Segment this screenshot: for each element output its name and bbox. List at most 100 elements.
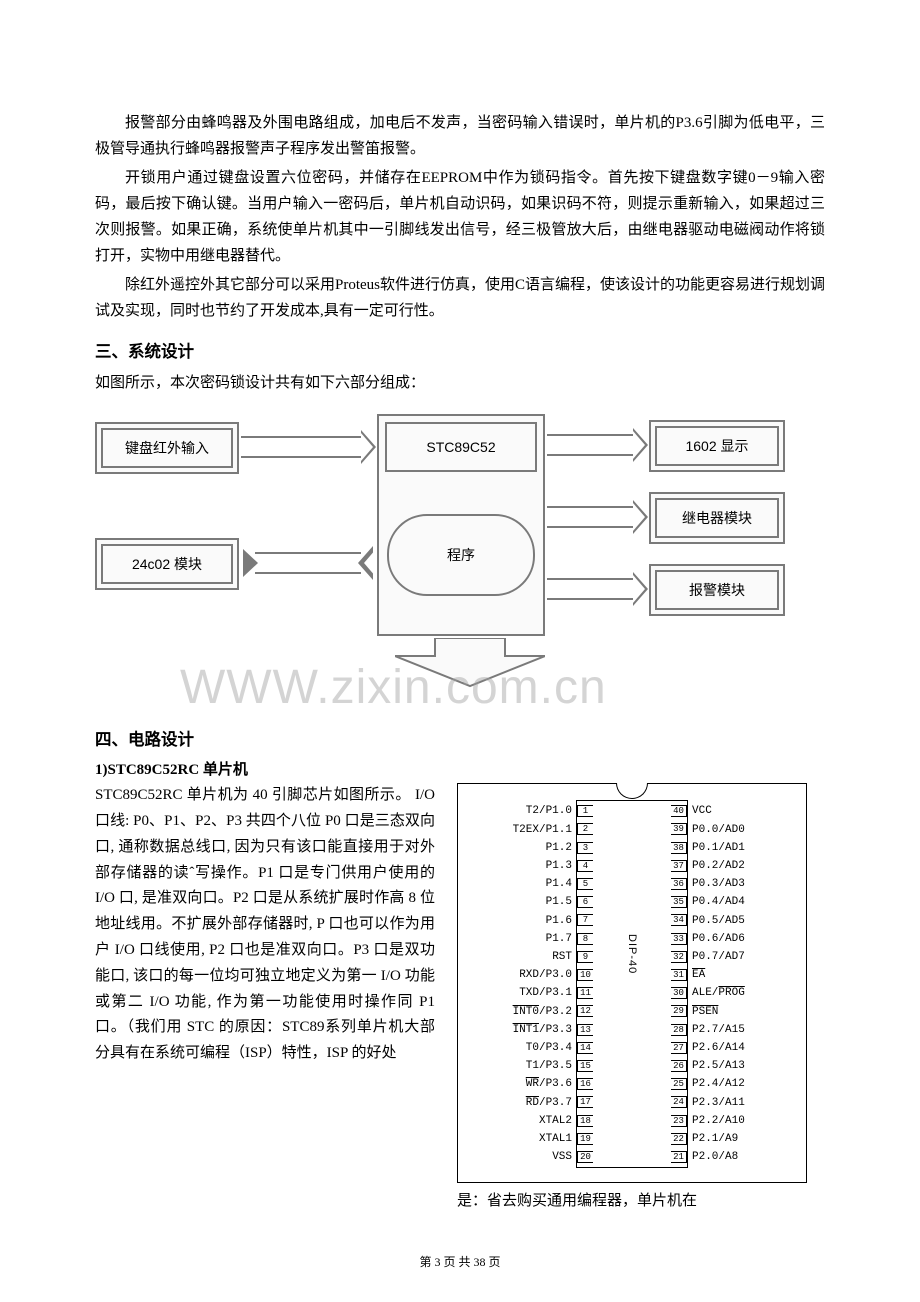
pin-label-right: P0.3/AD3 (692, 878, 745, 890)
pin-label-right: PSEN (692, 1006, 718, 1018)
pin-number-right: 30 (671, 987, 687, 999)
block-keyboard: 键盘红外输入 (101, 428, 233, 468)
block-lcd: 1602 显示 (655, 426, 779, 466)
pin-number-right: 28 (671, 1024, 687, 1036)
pin-label-right: EA (692, 969, 705, 981)
pin-label-left: XTAL2 (539, 1115, 572, 1127)
pin-row: TXD/P3.11130ALE/PROG (458, 984, 806, 1002)
heading-4: 四、电路设计 (95, 726, 825, 750)
pin-number-left: 20 (577, 1151, 593, 1163)
pin-label-left: T1/P3.5 (526, 1060, 572, 1072)
pin-label-left: T2EX/P1.1 (513, 824, 572, 836)
pin-label-left: INT1/P3.3 (513, 1024, 572, 1036)
pin-label-right: P2.4/A12 (692, 1078, 745, 1090)
pin-number-right: 23 (671, 1115, 687, 1127)
block-relay: 继电器模块 (655, 498, 779, 538)
pin-number-right: 37 (671, 860, 687, 872)
pin-label-left: RST (552, 951, 572, 963)
heading-3: 三、系统设计 (95, 338, 825, 362)
pin-number-left: 3 (577, 842, 593, 854)
pin-label-left: P1.2 (546, 842, 572, 854)
pin-label-right: P2.3/A11 (692, 1097, 745, 1109)
pin-number-left: 9 (577, 951, 593, 963)
pin-number-left: 13 (577, 1024, 593, 1036)
para-1: 报警部分由蜂鸣器及外围电路组成，加电后不发声，当密码输入错误时，单片机的P3.6… (95, 110, 825, 163)
pin-label-left: WR/P3.6 (526, 1078, 572, 1090)
pin-number-left: 19 (577, 1133, 593, 1145)
arrow-2 (255, 552, 361, 574)
pin-label-right: P2.1/A9 (692, 1133, 738, 1145)
pin-row: P1.6734P0.5/AD5 (458, 911, 806, 929)
pin-number-left: 8 (577, 933, 593, 945)
intro-3: 如图所示，本次密码锁设计共有如下六部分组成： (95, 370, 825, 396)
pin-label-right: P0.4/AD4 (692, 896, 745, 908)
arrow-5 (547, 578, 633, 600)
pin-number-right: 35 (671, 896, 687, 908)
pin-label-right: P0.1/AD1 (692, 842, 745, 854)
pin-row: RXD/P3.01031EA (458, 966, 806, 984)
pin-label-left: RD/P3.7 (526, 1097, 572, 1109)
pin-number-right: 31 (671, 969, 687, 981)
mcu-description-tail: 是：省去购买通用编程器，单片机在 (457, 1189, 825, 1215)
pin-label-right: P2.7/A15 (692, 1024, 745, 1036)
block-alarm: 报警模块 (655, 570, 779, 610)
pin-number-right: 32 (671, 951, 687, 963)
pin-number-right: 29 (671, 1005, 687, 1017)
pin-row: XTAL11922P2.1/A9 (458, 1130, 806, 1148)
pin-number-right: 24 (671, 1096, 687, 1108)
pin-number-right: 40 (671, 805, 687, 817)
pin-label-left: TXD/P3.1 (519, 987, 572, 999)
mcu-description: STC89C52RC 单片机为 40 引脚芯片如图所示。 I/O 口线: P0、… (95, 783, 435, 1183)
pin-number-left: 1 (577, 805, 593, 817)
pin-label-right: P0.5/AD5 (692, 915, 745, 927)
pin-number-left: 2 (577, 823, 593, 835)
pin-row: P1.7833P0.6/AD6 (458, 930, 806, 948)
pin-label-right: P2.6/A14 (692, 1042, 745, 1054)
pin-row: P1.5635P0.4/AD4 (458, 893, 806, 911)
para-3: 除红外遥控外其它部分可以采用Proteus软件进行仿真，使用C语言编程，使该设计… (95, 272, 825, 325)
pin-number-left: 14 (577, 1042, 593, 1054)
pin-number-left: 15 (577, 1060, 593, 1072)
pin-number-right: 34 (671, 914, 687, 926)
pin-number-right: 39 (671, 823, 687, 835)
pin-row: T1/P3.51526P2.5/A13 (458, 1057, 806, 1075)
pin-number-right: 27 (671, 1042, 687, 1054)
para-2: 开锁用户通过键盘设置六位密码，并储存在EEPROM中作为锁码指令。首先按下键盘数… (95, 165, 825, 270)
pin-label-left: P1.5 (546, 896, 572, 908)
pin-number-left: 10 (577, 969, 593, 981)
system-diagram: 键盘红外输入 24c02 模块 STC89C52 程序 1602 显示 继电器模… (95, 406, 825, 706)
subheading-4: 1)STC89C52RC 单片机 (95, 758, 825, 779)
pin-label-right: P0.7/AD7 (692, 951, 745, 963)
arrow-1 (241, 436, 361, 458)
pin-label-left: P1.4 (546, 878, 572, 890)
pin-number-right: 38 (671, 842, 687, 854)
block-program: 程序 (387, 514, 535, 596)
pin-row: P1.3437P0.2/AD2 (458, 857, 806, 875)
arrow-down (395, 638, 545, 688)
pin-label-right: P0.6/AD6 (692, 933, 745, 945)
pin-label-left: VSS (552, 1151, 572, 1163)
pin-number-left: 7 (577, 914, 593, 926)
pin-label-left: T2/P1.0 (526, 805, 572, 817)
pin-number-left: 16 (577, 1078, 593, 1090)
pin-label-right: VCC (692, 805, 712, 817)
pin-label-left: XTAL1 (539, 1133, 572, 1145)
pin-number-left: 5 (577, 878, 593, 890)
pin-row: P1.4 5 36 P0.3/AD3 (458, 875, 806, 893)
pin-row: INT0/P3.21229PSEN (458, 1002, 806, 1020)
pin-number-left: 12 (577, 1005, 593, 1017)
pin-row: T2EX/P1.1239P0.0/AD0 (458, 820, 806, 838)
pin-row: VSS2021P2.0/A8 (458, 1148, 806, 1166)
pin-label-left: P1.3 (546, 860, 572, 872)
page-number: 第 3 页 共 38 页 (0, 1253, 920, 1270)
pin-row: P1.2 3 38 P0.1/AD1 (458, 839, 806, 857)
pin-row: T2/P1.0 1 40 VCC (458, 802, 806, 820)
pin-row: XTAL2 18 23 P2.2/A10 (458, 1112, 806, 1130)
pin-number-left: 11 (577, 987, 593, 999)
pin-number-right: 36 (671, 878, 687, 890)
pin-number-left: 17 (577, 1096, 593, 1108)
pin-row: WR/P3.61625P2.4/A12 (458, 1075, 806, 1093)
pin-label-right: P2.2/A10 (692, 1115, 745, 1127)
pin-label-right: P2.0/A8 (692, 1151, 738, 1163)
pin-number-left: 18 (577, 1115, 593, 1127)
